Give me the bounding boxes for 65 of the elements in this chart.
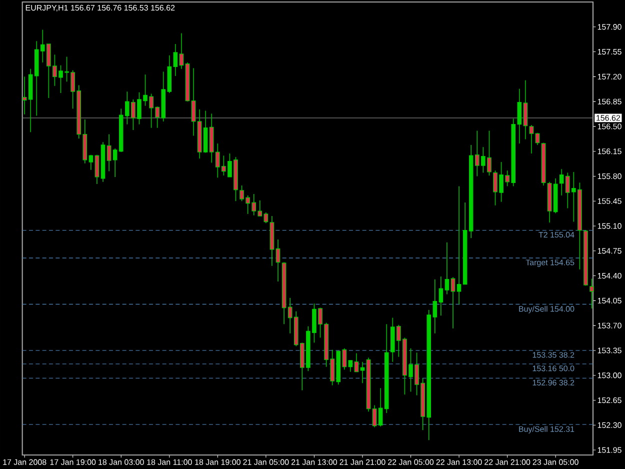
candlestick [348,360,353,372]
y-tick-label: 153.70 [598,322,622,328]
candlestick [372,404,377,428]
ref-line-label: 156.62 [596,115,620,121]
candlestick [444,242,450,295]
chart-title: EURJPY,H1 156.67 156.76 156.53 156.62 [26,4,175,12]
candlestick [276,239,280,282]
y-tick-label: 153.00 [598,372,622,378]
candlestick [438,276,444,316]
candlestick [258,200,262,216]
candlestick [523,80,528,140]
ref-line-label: 152.96 38.2 [532,380,574,386]
candlestick [456,186,462,305]
x-tick-label: 18 Jan 03:00 [98,459,144,465]
candlestick [529,124,534,154]
ref-line-label: Buy/Sell 154.00 [519,306,574,314]
candlestick [535,132,540,146]
y-tick-label: 157.55 [598,48,622,55]
candlestick [112,148,118,178]
ref-line-label: 153.16 50.0 [532,366,574,372]
y-tick-label: 152.65 [598,397,622,404]
candlestick [264,212,268,224]
candlestick [354,352,359,372]
ref-line-label: Buy/Sell 152.31 [519,426,574,434]
x-tick-label: 17 Jan 19:00 [50,459,96,465]
x-tick-label: 23 Jan 05:00 [532,459,578,465]
candlestick [191,68,196,136]
candlestick [360,361,365,384]
x-tick-label: 22 Jan 13:00 [436,459,482,465]
y-tick-label: 154.05 [598,298,622,304]
y-tick-label: 155.45 [598,198,622,204]
y-tick-label: 157.20 [598,74,622,80]
y-tick-label: 156.15 [598,148,622,154]
y-tick-label: 154.75 [598,248,622,254]
x-tick-label: 22 Jan 05:00 [388,459,434,465]
y-tick-label: 155.80 [598,173,622,180]
y-tick-label: 155.10 [598,223,622,229]
ref-line-label: T2 155.04 [538,232,574,238]
y-tick-label: 152.30 [598,422,622,428]
candlestick [179,32,184,70]
candlestick [432,278,438,334]
x-tick-label: 22 Jan 21:00 [484,459,530,465]
y-tick-label: 156.85 [598,98,622,104]
y-tick-label: 151.95 [598,447,622,453]
x-tick-label: 21 Jan 05:00 [243,459,289,465]
x-tick-label: 21 Jan 13:00 [291,459,338,465]
y-tick-label: 154.40 [598,272,622,279]
candlestick [378,388,383,427]
candlestick [450,276,456,329]
candlestick [173,44,178,76]
candlestick [88,154,94,170]
y-tick-label: 153.35 [598,348,622,354]
ref-line-label: Target 154.65 [526,260,574,267]
candlestick [590,278,594,309]
y-tick-label: 157.90 [598,24,622,30]
candlestick [288,297,292,334]
x-tick-label: 18 Jan 19:00 [195,459,240,465]
candlestick [106,134,112,172]
x-tick-label: 18 Jan 11:00 [147,459,192,465]
ref-line-label: 153.35 38.2 [532,352,574,358]
candlestick [22,76,27,115]
candlestick [94,154,100,184]
y-tick-label: 156.50 [598,124,622,130]
x-tick-label: 21 Jan 21:00 [340,459,386,465]
x-tick-label: 17 Jan 2008 [3,459,46,465]
